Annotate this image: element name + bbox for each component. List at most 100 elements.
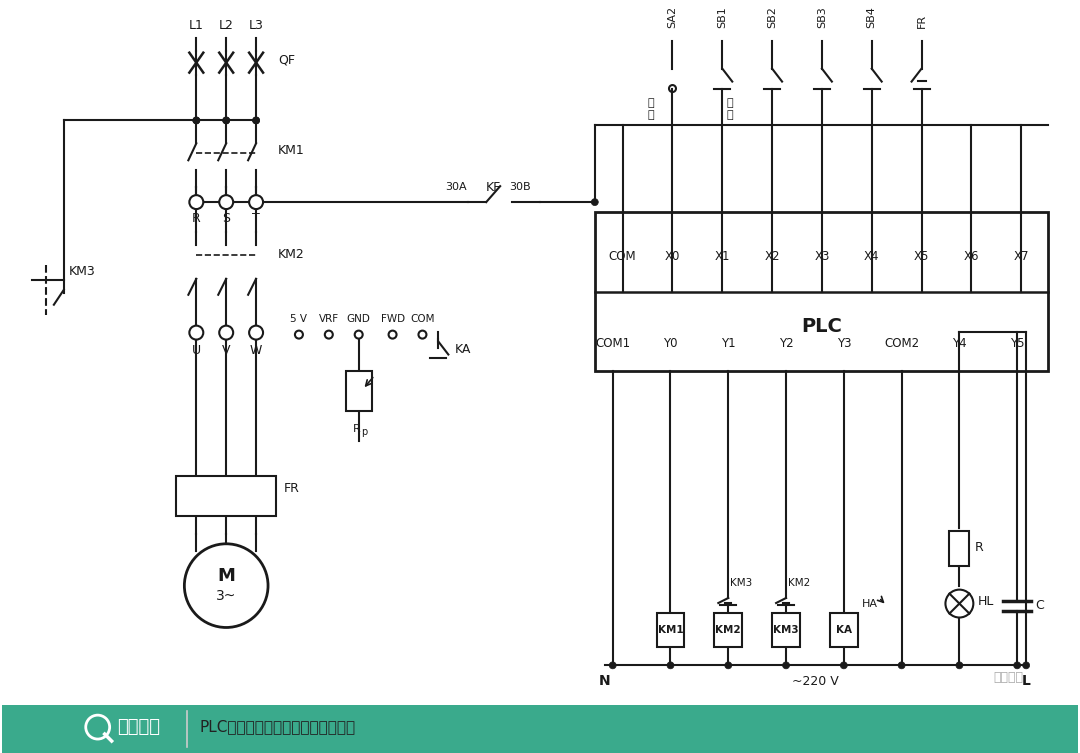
Bar	[346, 371, 372, 411]
Text: X5: X5	[914, 251, 929, 264]
Text: 3~: 3~	[216, 589, 237, 602]
Text: T: T	[253, 212, 260, 224]
Text: Y1: Y1	[721, 337, 735, 350]
Text: Y0: Y0	[663, 337, 678, 350]
Text: KF: KF	[486, 181, 501, 194]
Text: KM3: KM3	[69, 265, 95, 279]
Circle shape	[193, 117, 200, 124]
Text: SB3: SB3	[816, 6, 827, 28]
Circle shape	[295, 331, 302, 339]
Circle shape	[185, 544, 268, 627]
Text: SB1: SB1	[717, 6, 727, 28]
Text: ~220 V: ~220 V	[792, 675, 839, 687]
Text: KM3: KM3	[730, 578, 753, 587]
Text: KM2: KM2	[788, 578, 810, 587]
Circle shape	[325, 331, 333, 339]
Text: L1: L1	[189, 20, 204, 32]
Circle shape	[899, 662, 905, 669]
Text: PLC: PLC	[801, 317, 841, 336]
Text: N: N	[599, 674, 610, 688]
Text: Y3: Y3	[837, 337, 851, 350]
Bar	[949, 531, 970, 566]
Circle shape	[783, 662, 789, 669]
Bar	[714, 612, 742, 648]
Text: 30B: 30B	[510, 182, 531, 192]
Text: COM: COM	[609, 251, 636, 264]
Text: COM: COM	[410, 314, 435, 324]
Text: U: U	[192, 344, 201, 357]
Circle shape	[222, 117, 230, 124]
Text: L: L	[1022, 674, 1030, 688]
Circle shape	[945, 590, 973, 617]
Bar	[829, 612, 858, 648]
Text: Y5: Y5	[1010, 337, 1025, 350]
Text: HA: HA	[862, 599, 878, 608]
Text: 5 V: 5 V	[291, 314, 308, 324]
Text: V: V	[222, 344, 230, 357]
Circle shape	[249, 195, 264, 209]
Text: S: S	[222, 212, 230, 224]
Text: 电工知库: 电工知库	[118, 718, 161, 736]
Text: KM2: KM2	[278, 248, 305, 261]
Text: X4: X4	[864, 251, 879, 264]
Text: X0: X0	[665, 251, 680, 264]
Circle shape	[189, 325, 203, 340]
Circle shape	[418, 331, 427, 339]
Text: FWD: FWD	[380, 314, 405, 324]
Text: KM1: KM1	[658, 625, 684, 635]
Circle shape	[389, 331, 396, 339]
Text: W: W	[249, 344, 262, 357]
Circle shape	[840, 662, 848, 669]
Circle shape	[667, 662, 674, 669]
Text: 频: 频	[727, 111, 733, 120]
Text: R: R	[192, 212, 201, 224]
Circle shape	[219, 325, 233, 340]
Text: KA: KA	[836, 625, 852, 635]
Circle shape	[725, 662, 732, 669]
Text: Y4: Y4	[953, 337, 967, 350]
Circle shape	[189, 195, 203, 209]
Text: 电工知库: 电工知库	[994, 671, 1023, 684]
Bar	[176, 476, 276, 516]
Text: R: R	[353, 424, 361, 434]
Text: QF: QF	[278, 53, 295, 66]
Text: X3: X3	[814, 251, 829, 264]
Text: COM2: COM2	[885, 337, 919, 350]
Text: X1: X1	[715, 251, 730, 264]
Text: L2: L2	[219, 20, 233, 32]
Circle shape	[609, 662, 617, 669]
Text: VRF: VRF	[319, 314, 339, 324]
Text: GND: GND	[347, 314, 370, 324]
Text: X7: X7	[1013, 251, 1029, 264]
Circle shape	[1023, 662, 1029, 669]
Circle shape	[1014, 662, 1021, 669]
Text: COM1: COM1	[595, 337, 631, 350]
Circle shape	[193, 117, 200, 124]
Text: C: C	[1035, 599, 1044, 612]
Text: 频: 频	[647, 111, 653, 120]
Bar	[595, 212, 1048, 371]
Circle shape	[222, 117, 230, 124]
Text: KA: KA	[455, 343, 471, 356]
Text: FR: FR	[917, 14, 927, 28]
Text: R: R	[974, 541, 983, 554]
Circle shape	[592, 199, 598, 206]
Text: SA2: SA2	[667, 6, 677, 28]
Bar	[657, 612, 685, 648]
Text: Y2: Y2	[779, 337, 794, 350]
Text: 工: 工	[647, 99, 653, 108]
Text: HL: HL	[977, 595, 994, 608]
Text: PLC控制工频与变频调速电动机电路: PLC控制工频与变频调速电动机电路	[200, 720, 355, 735]
Text: X2: X2	[765, 251, 780, 264]
Circle shape	[253, 117, 259, 124]
Bar	[2, 705, 1078, 753]
Circle shape	[85, 715, 110, 739]
Text: 30A: 30A	[446, 182, 468, 192]
Circle shape	[219, 195, 233, 209]
Text: KM3: KM3	[773, 625, 799, 635]
Text: KM1: KM1	[278, 144, 305, 157]
Circle shape	[354, 331, 363, 339]
Text: p: p	[362, 427, 368, 437]
Text: 变: 变	[727, 99, 733, 108]
Text: M: M	[217, 567, 235, 584]
